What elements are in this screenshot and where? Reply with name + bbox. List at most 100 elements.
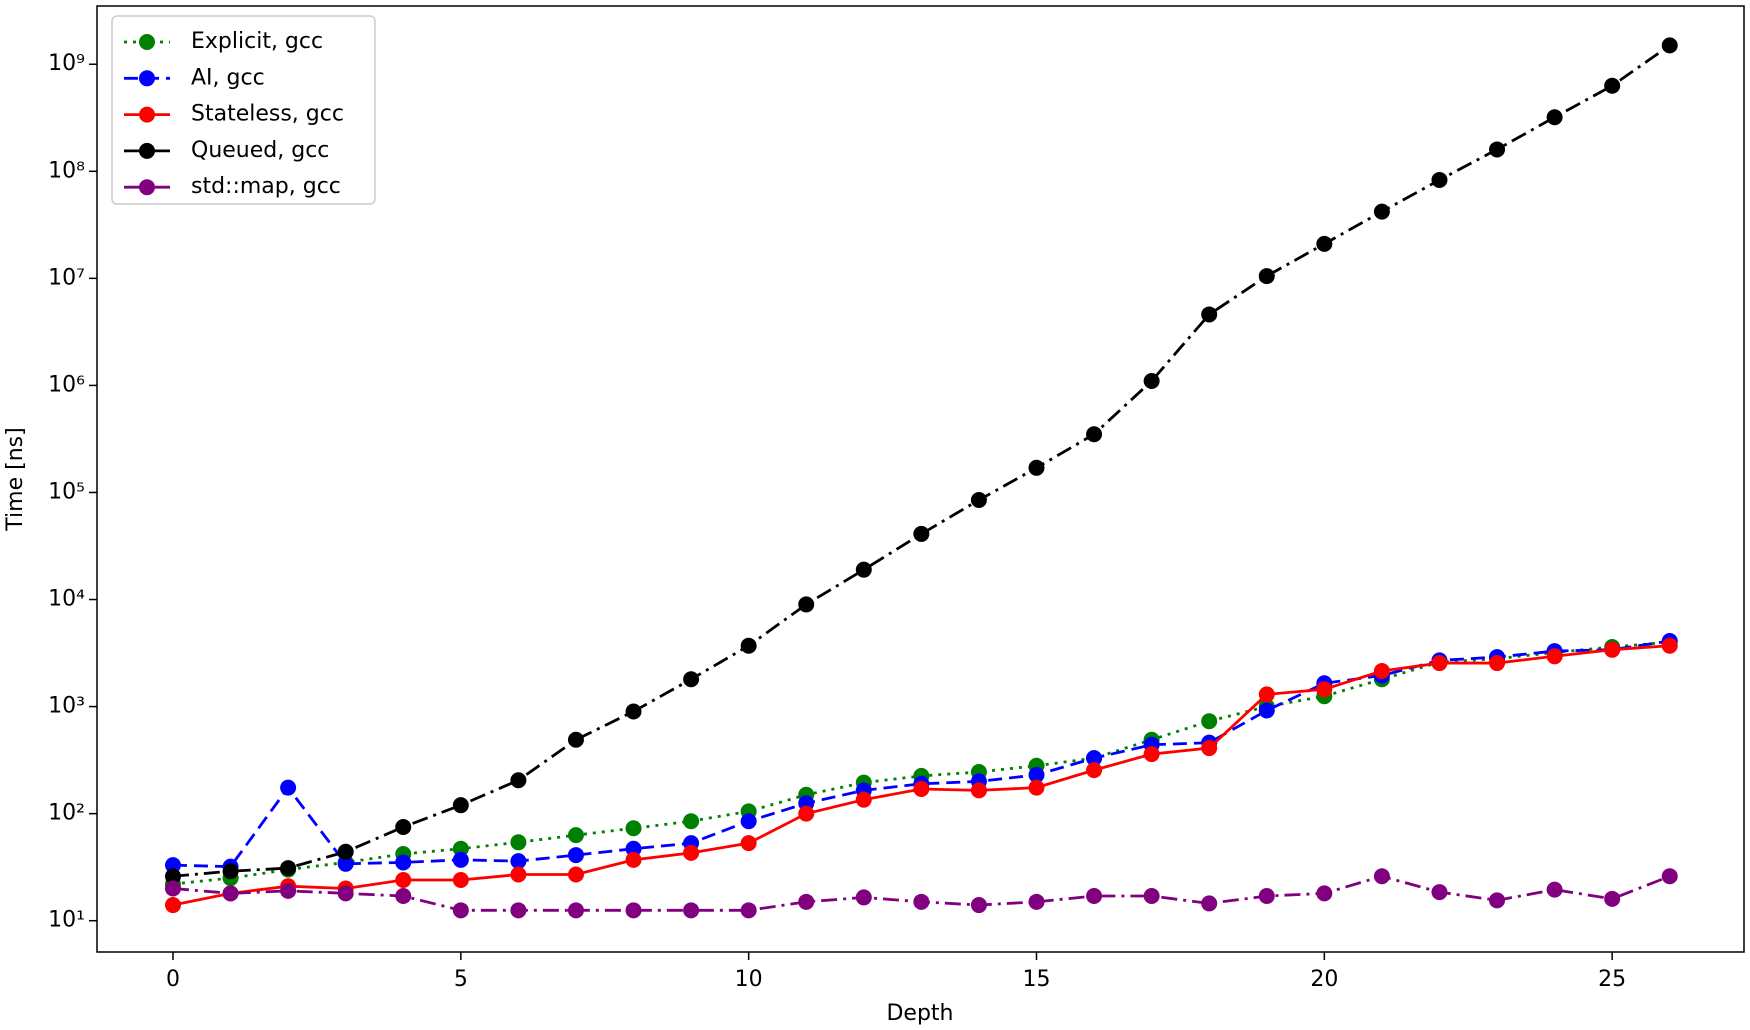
y-tick-label: 10¹ (48, 908, 85, 933)
data-point (510, 866, 527, 883)
data-point (280, 779, 297, 796)
data-point (1431, 655, 1448, 672)
data-point (1604, 641, 1621, 658)
y-tick-label: 10² (48, 801, 85, 826)
data-point (1086, 750, 1103, 767)
series-line (172, 44, 1671, 878)
data-point (1316, 681, 1333, 698)
data-point (164, 897, 181, 914)
legend-label: Queued, gcc (191, 138, 329, 163)
legend-marker (139, 70, 155, 87)
data-point (1546, 648, 1563, 665)
y-tick-label: 10⁵ (48, 479, 85, 504)
data-point (625, 851, 642, 868)
legend-box (111, 15, 376, 205)
data-point (1028, 779, 1045, 796)
data-point (1028, 893, 1045, 910)
data-point (337, 885, 354, 902)
data-point (970, 492, 987, 509)
data-point (1258, 702, 1275, 719)
x-tick-label: 25 (1598, 967, 1626, 992)
data-point (683, 813, 700, 830)
data-point (1201, 306, 1218, 323)
data-point (1086, 426, 1103, 443)
data-point (1373, 662, 1390, 679)
legend-label: AI, gcc (191, 65, 265, 90)
data-point (740, 902, 757, 919)
y-axis-label: Time [ns] (3, 427, 28, 531)
data-point (913, 525, 930, 542)
data-point (740, 835, 757, 852)
data-point (510, 772, 527, 789)
x-axis-label: Depth (886, 1001, 953, 1026)
data-point (1604, 77, 1621, 94)
y-tick-label: 10⁹ (48, 51, 85, 76)
data-point (1546, 881, 1563, 898)
legend-marker (139, 142, 155, 159)
data-point (970, 897, 987, 914)
data-point (510, 853, 527, 870)
data-point (452, 871, 469, 888)
legend-label: std::map, gcc (191, 174, 341, 199)
data-point (567, 902, 584, 919)
data-point (855, 791, 872, 808)
data-point (1489, 892, 1506, 909)
x-tick-label: 10 (735, 967, 763, 992)
y-tick-label: 10⁴ (48, 587, 85, 612)
data-point (567, 827, 584, 844)
data-point (1431, 171, 1448, 188)
data-point (740, 637, 757, 654)
data-point (395, 888, 412, 905)
data-point (395, 854, 412, 871)
data-point (1143, 888, 1160, 905)
legend-marker (139, 179, 155, 196)
data-point (452, 902, 469, 919)
data-point (510, 902, 527, 919)
data-point (337, 855, 354, 872)
data-point (683, 844, 700, 861)
data-point (625, 902, 642, 919)
data-point (1258, 268, 1275, 285)
data-point (280, 860, 297, 877)
data-point (1661, 637, 1678, 654)
data-point (452, 797, 469, 814)
data-point (222, 885, 239, 902)
data-point (855, 889, 872, 906)
data-point (452, 851, 469, 868)
data-point (1373, 203, 1390, 220)
data-point (337, 843, 354, 860)
data-point (452, 840, 469, 857)
legend-marker (139, 34, 155, 50)
data-point (1143, 372, 1160, 389)
data-point (798, 596, 815, 613)
data-point (913, 780, 930, 797)
data-point (395, 819, 412, 836)
data-point (222, 863, 239, 880)
data-point (970, 782, 987, 799)
data-point (164, 880, 181, 897)
data-point (683, 671, 700, 688)
data-point (1258, 888, 1275, 905)
data-point (164, 857, 181, 874)
data-point (1546, 109, 1563, 126)
data-point (1201, 740, 1218, 757)
data-point (164, 868, 181, 885)
legend-label: Stateless, gcc (191, 102, 344, 127)
y-tick-label: 10⁷ (48, 265, 85, 290)
data-point (1028, 459, 1045, 476)
data-point (1661, 37, 1678, 54)
data-point (1201, 713, 1218, 730)
data-point (798, 893, 815, 910)
x-tick-label: 15 (1022, 967, 1050, 992)
data-point (1604, 890, 1621, 907)
data-point (567, 866, 584, 883)
data-point (1661, 868, 1678, 885)
data-point (395, 871, 412, 888)
legend-label: Explicit, gcc (191, 29, 323, 54)
y-tick-label: 10⁸ (48, 158, 85, 183)
data-point (1316, 235, 1333, 252)
series-line (172, 640, 1670, 886)
data-point (567, 847, 584, 864)
data-point (1258, 686, 1275, 703)
